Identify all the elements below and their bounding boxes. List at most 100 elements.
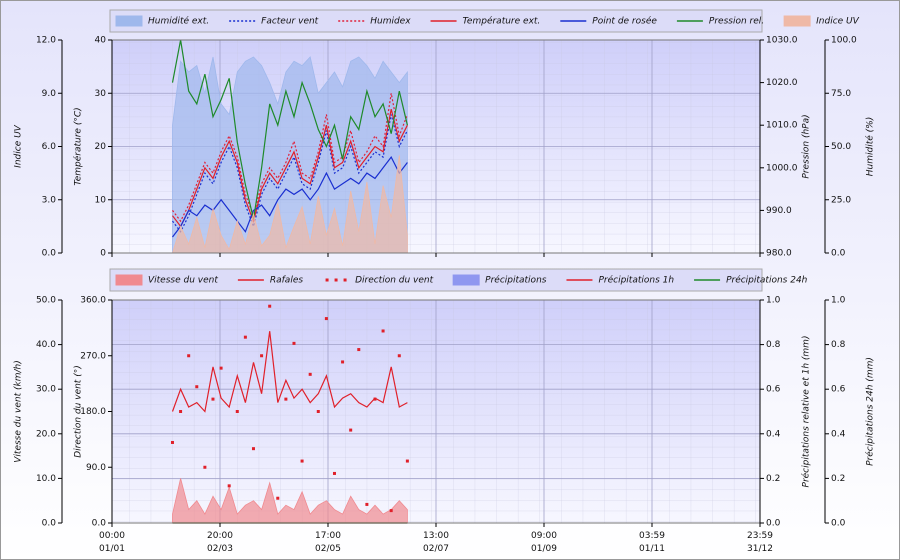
- y-tick-label: 90.0: [86, 463, 106, 473]
- x-tick-label: 17:00 02/05: [315, 531, 341, 554]
- y-tick-label: 3.0: [42, 195, 57, 205]
- legend-label: Rafales: [270, 276, 303, 286]
- x-tick-label: 00:00 01/01: [99, 531, 125, 554]
- x-tick-label: 20:00 02/03: [207, 531, 233, 554]
- point: [300, 459, 304, 463]
- y-tick-label: 1020.0: [766, 78, 798, 88]
- area: [172, 155, 408, 254]
- point: [357, 348, 361, 352]
- axis-label: Précipitations relative et 1h (mm): [801, 336, 812, 488]
- axis-label: Humidité (%): [865, 117, 876, 176]
- legend-swatch: [115, 15, 143, 27]
- point: [251, 447, 255, 451]
- y-tick-label: 0.8: [766, 340, 781, 350]
- y-tick-label: 20: [95, 142, 107, 152]
- y-tick-label: 1010.0: [766, 121, 798, 131]
- x-tick-label: 23:59 31/12: [747, 531, 773, 554]
- y-tick-label: 30.0: [36, 385, 56, 395]
- point: [373, 397, 377, 401]
- point: [284, 397, 288, 401]
- point: [292, 341, 296, 345]
- y-tick-label: 180.0: [80, 407, 106, 417]
- area: [172, 478, 408, 524]
- axis-label: Précipitations 24h (mm): [865, 357, 876, 466]
- y-tick-label: 25.0: [831, 195, 851, 205]
- axis-label: Température (°C): [73, 107, 84, 185]
- point: [381, 329, 385, 333]
- line: [171, 331, 408, 413]
- y-tick-label: 50.0: [36, 296, 56, 306]
- point: [324, 317, 328, 321]
- axis-label: Vitesse du vent (km/h): [14, 360, 24, 462]
- point: [316, 410, 320, 413]
- y-tick-label: 30: [95, 89, 107, 99]
- line: [172, 109, 408, 228]
- legend-box: [109, 268, 763, 292]
- y-tick-label: 0.4: [831, 429, 846, 439]
- y-tick-label: 9.0: [42, 89, 57, 99]
- point: [260, 354, 264, 358]
- legend-swatch: [343, 278, 347, 282]
- y-tick-label: 0.0: [42, 519, 57, 529]
- line: [172, 93, 408, 223]
- y-tick-label: 0.4: [766, 429, 781, 439]
- y-tick-label: 40: [95, 36, 107, 46]
- y-tick-label: 1.0: [766, 296, 781, 306]
- y-tick-label: 10: [95, 195, 107, 205]
- point: [179, 410, 183, 413]
- legend-label: Facteur vent: [261, 17, 319, 27]
- point: [170, 440, 174, 444]
- y-tick-label: 1.0: [831, 296, 846, 306]
- legend-label: Direction du vent: [355, 276, 434, 286]
- y-tick-label: 75.0: [831, 89, 851, 99]
- legend-label: Indice UV: [816, 17, 860, 27]
- y-tick-label: 0.6: [831, 385, 846, 395]
- point: [235, 410, 239, 413]
- point: [389, 509, 393, 513]
- y-tick-label: 10.0: [36, 474, 56, 484]
- point: [276, 496, 280, 500]
- y-tick-label: 360.0: [80, 296, 106, 306]
- legend: Humidité ext. Facteur vent Humidex Températ…: [109, 9, 860, 33]
- y-tick-label: 270.0: [80, 351, 106, 361]
- x-tick-label: 13:00 02/07: [423, 531, 449, 554]
- legend-swatch: [325, 278, 329, 282]
- point: [219, 366, 223, 370]
- point: [187, 354, 191, 358]
- legend-label: Humidex: [370, 17, 411, 27]
- point: [195, 385, 199, 389]
- point: [365, 502, 369, 506]
- point: [243, 335, 247, 339]
- y-tick-label: 12.0: [36, 36, 56, 46]
- line: [172, 114, 408, 233]
- y-tick-label: 0.2: [766, 474, 780, 484]
- y-tick-label: 40.0: [36, 340, 56, 350]
- legend-label: Humidité ext.: [148, 16, 209, 27]
- axis-label: Direction du vent (°): [74, 365, 84, 457]
- y-tick-label: 0.0: [42, 249, 57, 259]
- y-tick-label: 0.0: [831, 249, 846, 259]
- y-tick-label: 990.0: [766, 206, 792, 216]
- legend: Vitesse du vent Rafales Direction du vent P…: [109, 268, 808, 292]
- point: [268, 304, 272, 308]
- y-tick-label: 100.0: [831, 36, 857, 46]
- point: [227, 484, 231, 488]
- legend-label: Point de rosée: [592, 16, 657, 27]
- y-tick-label: 0.2: [831, 474, 845, 484]
- legend-swatch: [115, 274, 143, 286]
- y-tick-label: 50.0: [831, 142, 851, 152]
- line: [171, 39, 408, 220]
- y-tick-label: 0.0: [92, 519, 107, 529]
- x-tick-label: 09:00 01/09: [531, 531, 557, 554]
- point: [341, 360, 345, 364]
- point: [203, 465, 207, 469]
- y-tick-label: 1030.0: [766, 36, 798, 46]
- line: [172, 155, 408, 238]
- legend-label: Précipitations 24h: [726, 275, 808, 286]
- legend-label: Pression rel.: [709, 17, 764, 27]
- y-tick-label: 1000.0: [766, 163, 798, 173]
- axis-label: Indice UV: [14, 124, 24, 168]
- y-tick-label: 20.0: [36, 429, 56, 439]
- point: [349, 428, 353, 432]
- y-tick-label: 6.0: [42, 142, 57, 152]
